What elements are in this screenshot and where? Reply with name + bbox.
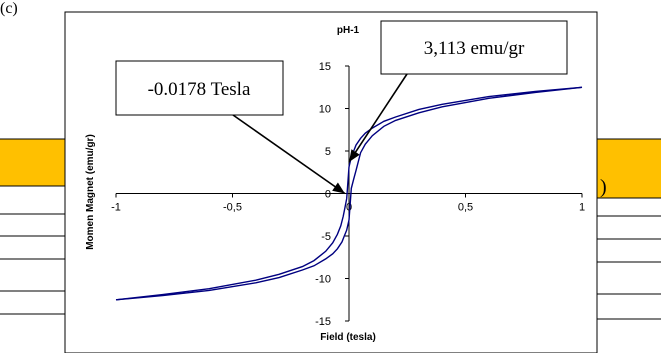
x-tick-label: -0,5 [223,202,242,214]
y-tick-label: 5 [325,146,331,158]
arrow-tesla-shaft [232,114,346,195]
callout-box [115,60,284,116]
y-tick-label: 15 [319,61,331,73]
table-header-cell-left [0,139,65,186]
document-fragment-right: ) [600,176,607,198]
annotation-arrows [232,73,408,195]
series-line-2 [115,86,583,301]
callout-box [380,20,568,75]
chart-axes: -1 -0,5 0 0,5 1 -15 -10 -5 0 5 10 15 [111,61,585,328]
table-header-cell-right [597,139,661,198]
callout-emu: 3,113 emu/gr [380,20,568,75]
y-axis-label: Momen Magnet (emu/gr) [85,134,96,250]
arrow-emu-shaft [348,73,408,163]
document-fragment-left: (c) [0,0,18,17]
background-table-left [0,138,65,315]
arrow-tesla-head [332,182,345,194]
x-tick-label: -1 [111,202,121,214]
chart-series-layer [115,86,583,301]
x-tick-label: 0,5 [458,202,473,214]
annotation-emu: 3,113 emu/gr [424,38,525,59]
x-axis-label: Field (tesla) [320,332,376,343]
y-tick-label: -10 [315,274,331,286]
x-tick-label: 1 [579,202,585,214]
callout-tesla: -0.0178 Tesla [115,60,284,116]
arrow-emu-head [349,149,360,163]
series-line-1 [115,86,583,301]
y-tick-label: -5 [321,231,331,243]
x-tick-label: 0 [346,202,352,214]
y-tick-label: 0 [325,189,331,201]
chart-title: pH-1 [337,25,360,36]
annotation-tesla: -0.0178 Tesla [148,79,251,100]
background-table-right: ) [597,138,661,320]
y-tick-label: 10 [319,104,331,116]
y-tick-label: -15 [315,316,331,328]
